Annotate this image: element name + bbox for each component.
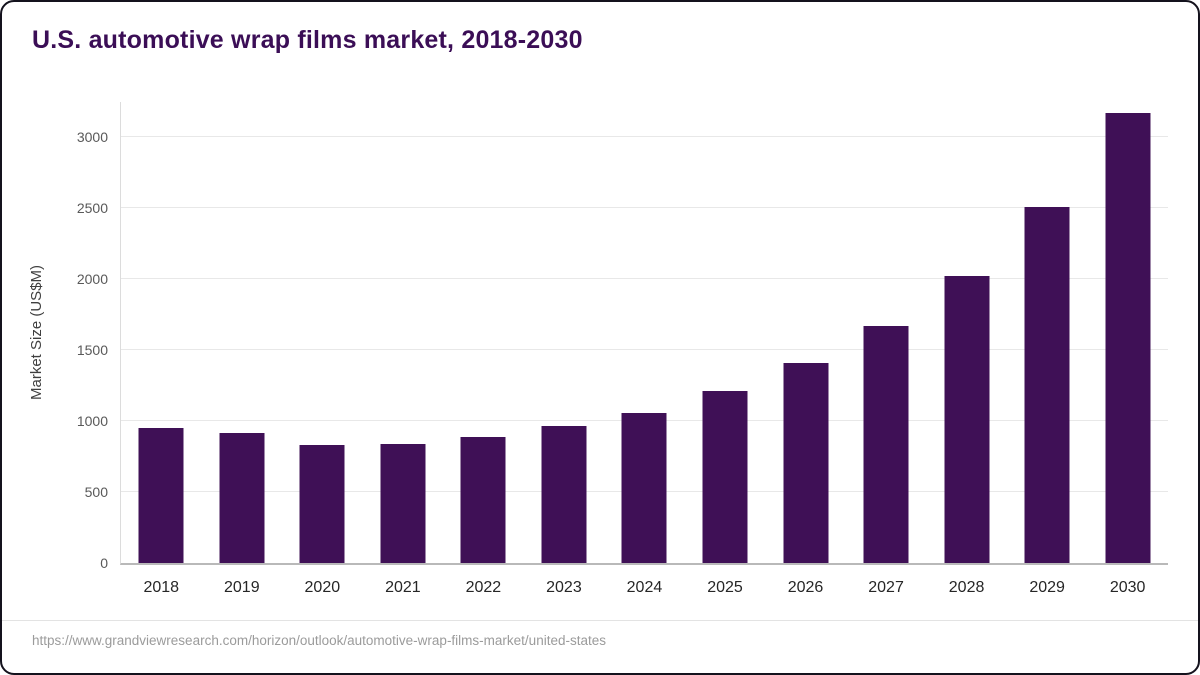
bar-group-2022: 2022 bbox=[443, 102, 524, 596]
x-tick-label: 2028 bbox=[948, 579, 985, 596]
bar-2019 bbox=[219, 433, 265, 563]
bar-2029 bbox=[1024, 206, 1070, 563]
x-tick-label: 2022 bbox=[465, 579, 502, 596]
y-tick-label: 0 bbox=[100, 555, 108, 571]
chart-title: U.S. automotive wrap films market, 2018-… bbox=[32, 26, 583, 54]
bar-group-2020: 2020 bbox=[282, 102, 363, 596]
x-tick-label: 2024 bbox=[626, 579, 663, 596]
bar-group-2029: 2029 bbox=[1007, 102, 1088, 596]
bar-series: 2018 2019 2020 2021 2022 2023 2024 2025 2026 2027… bbox=[121, 102, 1168, 596]
plot-area: 2018 2019 2020 2021 2022 2023 2024 2025 2026 2027… bbox=[120, 102, 1168, 596]
gridline bbox=[121, 207, 1168, 209]
y-tick-label: 2000 bbox=[76, 271, 108, 288]
x-tick-label: 2027 bbox=[868, 579, 904, 596]
x-tick-label: 2029 bbox=[1029, 579, 1065, 596]
y-tick-label: 1000 bbox=[76, 413, 108, 430]
bar-2018 bbox=[138, 428, 184, 563]
y-axis-tick-labels: 0 500 1000 1500 2000 2500 3000 bbox=[58, 102, 108, 571]
x-tick-label: 2030 bbox=[1109, 579, 1146, 596]
bar-group-2024: 2024 bbox=[604, 102, 685, 596]
x-tick-label: 2023 bbox=[546, 579, 582, 596]
bar-2020 bbox=[299, 444, 345, 563]
bar-2021 bbox=[380, 443, 426, 563]
bar-group-2026: 2026 bbox=[765, 102, 846, 596]
y-tick-label: 500 bbox=[84, 484, 108, 501]
x-tick-label: 2025 bbox=[707, 579, 743, 596]
gridline bbox=[121, 136, 1168, 138]
bar-2026 bbox=[783, 363, 829, 563]
bar-2030 bbox=[1105, 113, 1151, 563]
bar-2028 bbox=[944, 275, 990, 563]
y-axis-label: Market Size (US$M) bbox=[28, 264, 45, 401]
gridline bbox=[121, 349, 1168, 351]
x-tick-label: 2019 bbox=[224, 579, 260, 596]
bar-group-2018: 2018 bbox=[121, 102, 202, 596]
y-tick-label: 3000 bbox=[76, 129, 108, 146]
bar-group-2023: 2023 bbox=[524, 102, 605, 596]
bar-group-2019: 2019 bbox=[202, 102, 283, 596]
bar-group-2027: 2027 bbox=[846, 102, 927, 596]
bar-2024 bbox=[621, 412, 667, 563]
bar-2022 bbox=[460, 437, 506, 563]
bar-2025 bbox=[702, 390, 748, 563]
x-tick-label: 2021 bbox=[385, 579, 421, 596]
x-tick-label: 2018 bbox=[143, 579, 180, 596]
x-tick-label: 2020 bbox=[304, 579, 341, 596]
footer-divider bbox=[2, 620, 1198, 621]
bar-2027 bbox=[863, 326, 909, 563]
y-tick-label: 1500 bbox=[76, 342, 108, 359]
x-tick-label: 2026 bbox=[787, 579, 824, 596]
y-tick-label: 2500 bbox=[76, 200, 108, 217]
bar-group-2021: 2021 bbox=[363, 102, 444, 596]
bar-group-2030: 2030 bbox=[1087, 102, 1168, 596]
bar-group-2025: 2025 bbox=[685, 102, 766, 596]
bar-2023 bbox=[541, 426, 587, 563]
source-url: https://www.grandviewresearch.com/horizo… bbox=[32, 633, 606, 648]
bar-group-2028: 2028 bbox=[926, 102, 1007, 596]
gridline bbox=[121, 278, 1168, 280]
